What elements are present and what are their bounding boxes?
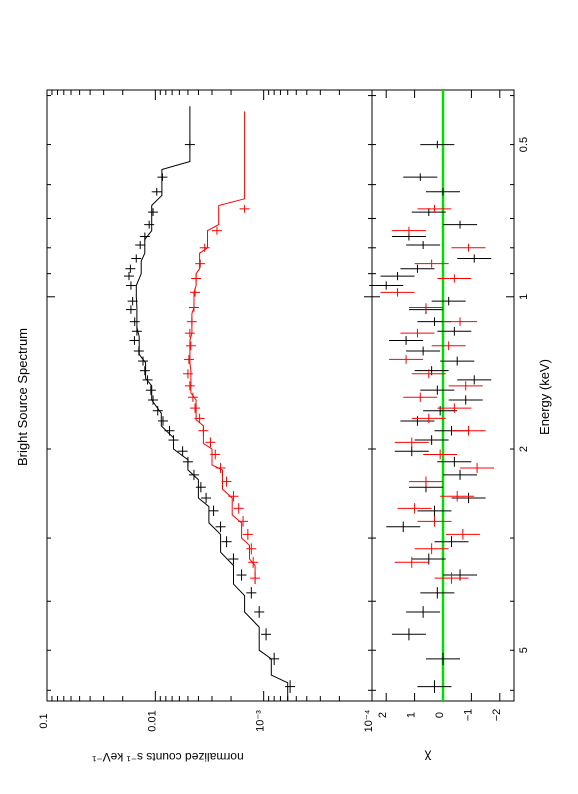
- chi-tick-label: −2: [491, 709, 503, 722]
- y-tick-label: 10⁻⁴: [363, 709, 375, 732]
- spectrum-panel: 0.1 0.01 10⁻³ 10⁻⁴: [38, 89, 375, 732]
- x-tick-label: 1: [518, 294, 530, 300]
- y-tick-label: 0.1: [38, 713, 50, 728]
- chi-tick-label: −1: [462, 709, 474, 722]
- x-axis-label: Energy (keV): [537, 359, 552, 435]
- y-axis-label-top: normalized counts s⁻¹ keV⁻¹: [92, 750, 243, 764]
- spectrum-frame: [46, 89, 373, 702]
- chart-title: Bright Source Spectrum: [15, 328, 30, 466]
- chi-tick-label: 1: [406, 712, 418, 718]
- model-line-1: [189, 111, 256, 585]
- y-tick-label: 0.01: [146, 710, 158, 731]
- y-tick-label: 10⁻³: [255, 710, 267, 732]
- residual-panel: 0.5 1 2 5 2 1 0 −1 −2: [369, 89, 530, 722]
- x-tick-label: 2: [518, 446, 530, 452]
- chi-tick-label: 2: [377, 712, 389, 718]
- chi-tick-label: 0: [434, 712, 446, 718]
- x-tick-label: 0.5: [518, 137, 530, 152]
- x-tick-label: 5: [518, 647, 530, 653]
- model-line-0: [135, 106, 289, 701]
- y-axis-label-residual: χ: [424, 750, 431, 765]
